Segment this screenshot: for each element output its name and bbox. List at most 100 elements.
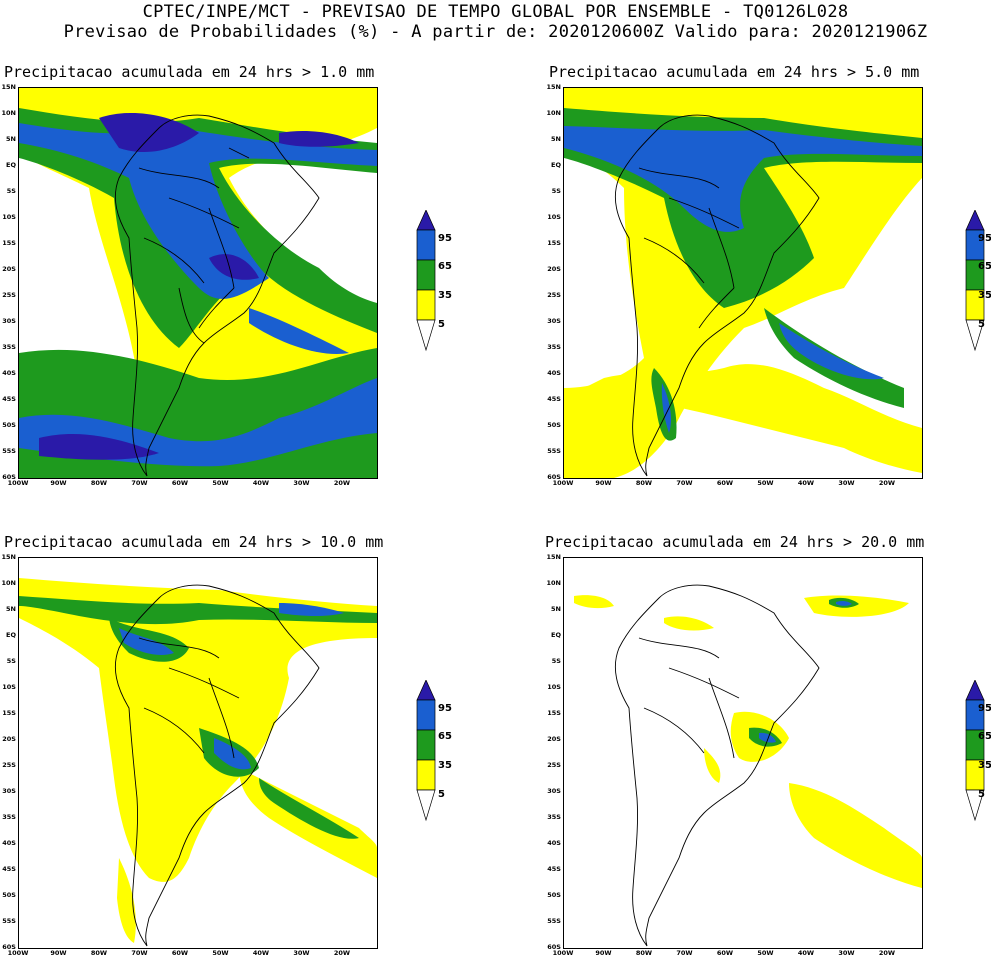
- lon-tick-label: 100W: [7, 949, 29, 957]
- lat-tick-label: 15N: [1, 553, 17, 561]
- lon-tick-label: 90W: [50, 479, 67, 487]
- panel-4-title: Precipitacao acumulada em 24 hrs > 20.0 …: [545, 533, 925, 551]
- map-panel-3: [18, 557, 378, 949]
- lat-tick-label: 15N: [1, 83, 17, 91]
- lon-tick-label: 40W: [252, 479, 270, 487]
- legend-tick-95: 95: [978, 233, 991, 244]
- lat-tick-label: 55S: [547, 447, 561, 455]
- panel-2-title: Precipitacao acumulada em 24 hrs > 5.0 m…: [549, 63, 920, 81]
- legend-tick-65: 65: [978, 261, 991, 272]
- legend-tick-35: 35: [978, 760, 991, 771]
- color-legend-4: 95 65 35 5: [965, 680, 991, 825]
- lon-tick-label: 90W: [50, 949, 67, 957]
- lon-tick-label: 70W: [676, 949, 693, 957]
- lat-tick-label: 25S: [2, 291, 16, 299]
- lat-tick-label: 60S: [547, 943, 561, 951]
- lat-tick-label: 35S: [2, 813, 16, 821]
- lat-tick-label: 25S: [547, 291, 561, 299]
- lat-tick-label: 10S: [547, 213, 561, 221]
- lat-tick-label: 60S: [547, 473, 561, 481]
- lat-tick-label: 5S: [6, 187, 16, 195]
- lon-tick-label: 40W: [797, 479, 815, 487]
- lon-tick-label: 70W: [676, 479, 693, 487]
- lat-tick-label: 50S: [547, 891, 561, 899]
- lat-tick-label: 50S: [2, 891, 16, 899]
- lon-tick-label: 30W: [838, 949, 855, 957]
- lon-tick-label: 50W: [212, 949, 229, 957]
- lat-tick-label: 50S: [2, 421, 16, 429]
- lat-tick-label: 15N: [546, 83, 562, 91]
- lat-tick-label: EQ: [551, 631, 561, 639]
- lon-tick-label: 20W: [333, 949, 351, 957]
- lon-tick-label: 30W: [838, 479, 855, 487]
- map-panel-2: [563, 87, 923, 479]
- lat-tick-label: 10N: [1, 579, 17, 587]
- lon-tick-label: 70W: [131, 949, 148, 957]
- lat-tick-label: 55S: [2, 447, 16, 455]
- lon-tick-label: 60W: [716, 949, 734, 957]
- lat-tick-label: 45S: [547, 395, 561, 403]
- lon-tick-label: 60W: [171, 949, 189, 957]
- lon-tick-label: 50W: [212, 479, 229, 487]
- lat-tick-label: 30S: [547, 317, 561, 325]
- map-panel-1: [18, 87, 378, 479]
- legend-tick-5: 5: [978, 789, 985, 800]
- lon-tick-label: 80W: [635, 949, 653, 957]
- probability-field-4: [564, 558, 922, 948]
- legend-tick-35: 35: [978, 290, 991, 301]
- legend-tick-95: 95: [438, 233, 452, 244]
- lon-tick-label: 60W: [716, 479, 734, 487]
- legend-tick-5: 5: [978, 319, 985, 330]
- lon-tick-label: 50W: [757, 949, 774, 957]
- lon-tick-label: 80W: [90, 949, 108, 957]
- lat-tick-label: 5N: [6, 605, 16, 613]
- lat-tick-label: 10S: [2, 213, 16, 221]
- lat-tick-label: 25S: [547, 761, 561, 769]
- lat-tick-label: 30S: [2, 787, 16, 795]
- lat-tick-label: 10N: [1, 109, 17, 117]
- legend-tick-35: 35: [438, 290, 452, 301]
- legend-tick-65: 65: [438, 261, 452, 272]
- lat-tick-label: 55S: [2, 917, 16, 925]
- lat-tick-label: 40S: [547, 839, 561, 847]
- lat-tick-label: 15S: [547, 239, 561, 247]
- color-legend-3: 95 65 35 5: [416, 680, 476, 825]
- lat-tick-label: 5S: [551, 187, 561, 195]
- lat-tick-label: 50S: [547, 421, 561, 429]
- lat-tick-label: 20S: [2, 265, 16, 273]
- lat-tick-label: 10N: [546, 109, 562, 117]
- lon-tick-label: 20W: [878, 949, 896, 957]
- legend-tick-35: 35: [438, 760, 452, 771]
- lon-tick-label: 70W: [131, 479, 148, 487]
- lat-tick-label: EQ: [551, 161, 561, 169]
- probability-field-3: [19, 558, 377, 948]
- lon-tick-label: 100W: [552, 949, 574, 957]
- map-panel-4: [563, 557, 923, 949]
- legend-tick-5: 5: [438, 789, 445, 800]
- legend-tick-5: 5: [438, 319, 445, 330]
- lon-tick-label: 20W: [878, 479, 896, 487]
- lat-tick-label: 15S: [2, 239, 16, 247]
- lon-tick-label: 20W: [333, 479, 351, 487]
- lat-tick-label: 5N: [551, 135, 561, 143]
- lon-tick-label: 50W: [757, 479, 774, 487]
- lat-tick-label: 5S: [6, 657, 16, 665]
- lat-tick-label: 40S: [2, 839, 16, 847]
- lat-tick-label: 35S: [2, 343, 16, 351]
- lat-tick-label: 15S: [2, 709, 16, 717]
- lat-tick-label: 45S: [2, 395, 16, 403]
- panel-3-title: Precipitacao acumulada em 24 hrs > 10.0 …: [4, 533, 384, 551]
- lat-tick-label: 45S: [547, 865, 561, 873]
- lon-tick-label: 60W: [171, 479, 189, 487]
- lat-tick-label: 60S: [2, 943, 16, 951]
- figure-title: CPTEC/INPE/MCT - PREVISAO DE TEMPO GLOBA…: [142, 2, 849, 22]
- lat-tick-label: 40S: [2, 369, 16, 377]
- lat-tick-label: 15N: [546, 553, 562, 561]
- lat-tick-label: 30S: [547, 787, 561, 795]
- lat-tick-label: 20S: [547, 735, 561, 743]
- lat-tick-label: 45S: [2, 865, 16, 873]
- lat-tick-label: 20S: [2, 735, 16, 743]
- lat-tick-label: 60S: [2, 473, 16, 481]
- lon-tick-label: 90W: [595, 949, 612, 957]
- lon-tick-label: 40W: [797, 949, 815, 957]
